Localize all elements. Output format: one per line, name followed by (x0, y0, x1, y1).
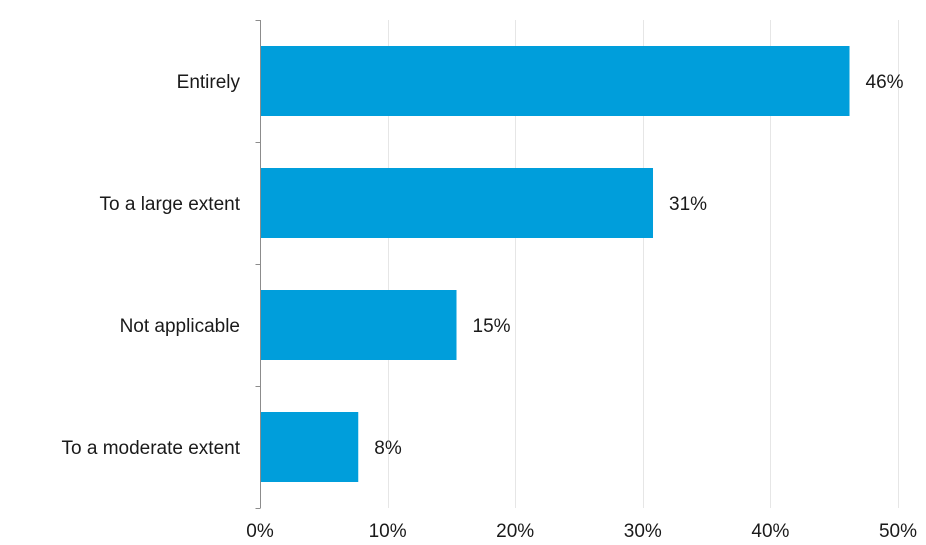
labels: Entirely 46% To a large extent 31% Not appli… (62, 72, 918, 542)
axes (255, 20, 261, 509)
bar-not-applicable (260, 290, 457, 360)
category-label-entirely: Entirely (177, 72, 241, 93)
x-tick-label-40pct: 40% (751, 521, 789, 542)
data-label-to-a-moderate-extent: 8% (374, 438, 402, 459)
category-label-to-a-moderate-extent: To a moderate extent (62, 438, 241, 459)
data-label-not-applicable: 15% (473, 316, 511, 337)
x-tick-label-30pct: 30% (624, 521, 662, 542)
data-label-to-a-large-extent: 31% (669, 194, 707, 215)
bar-to-a-moderate-extent (260, 412, 359, 482)
x-tick-label-20pct: 20% (496, 521, 534, 542)
x-tick-label-50pct: 50% (879, 521, 917, 542)
category-label-not-applicable: Not applicable (120, 316, 240, 337)
x-tick-label-10pct: 10% (369, 521, 407, 542)
data-label-entirely: 46% (866, 72, 904, 93)
category-label-to-a-large-extent: To a large extent (100, 194, 241, 215)
x-tick-label-0pct: 0% (246, 521, 274, 542)
bar-entirely (260, 46, 850, 116)
bar-to-a-large-extent (260, 168, 654, 238)
bars (260, 46, 850, 482)
